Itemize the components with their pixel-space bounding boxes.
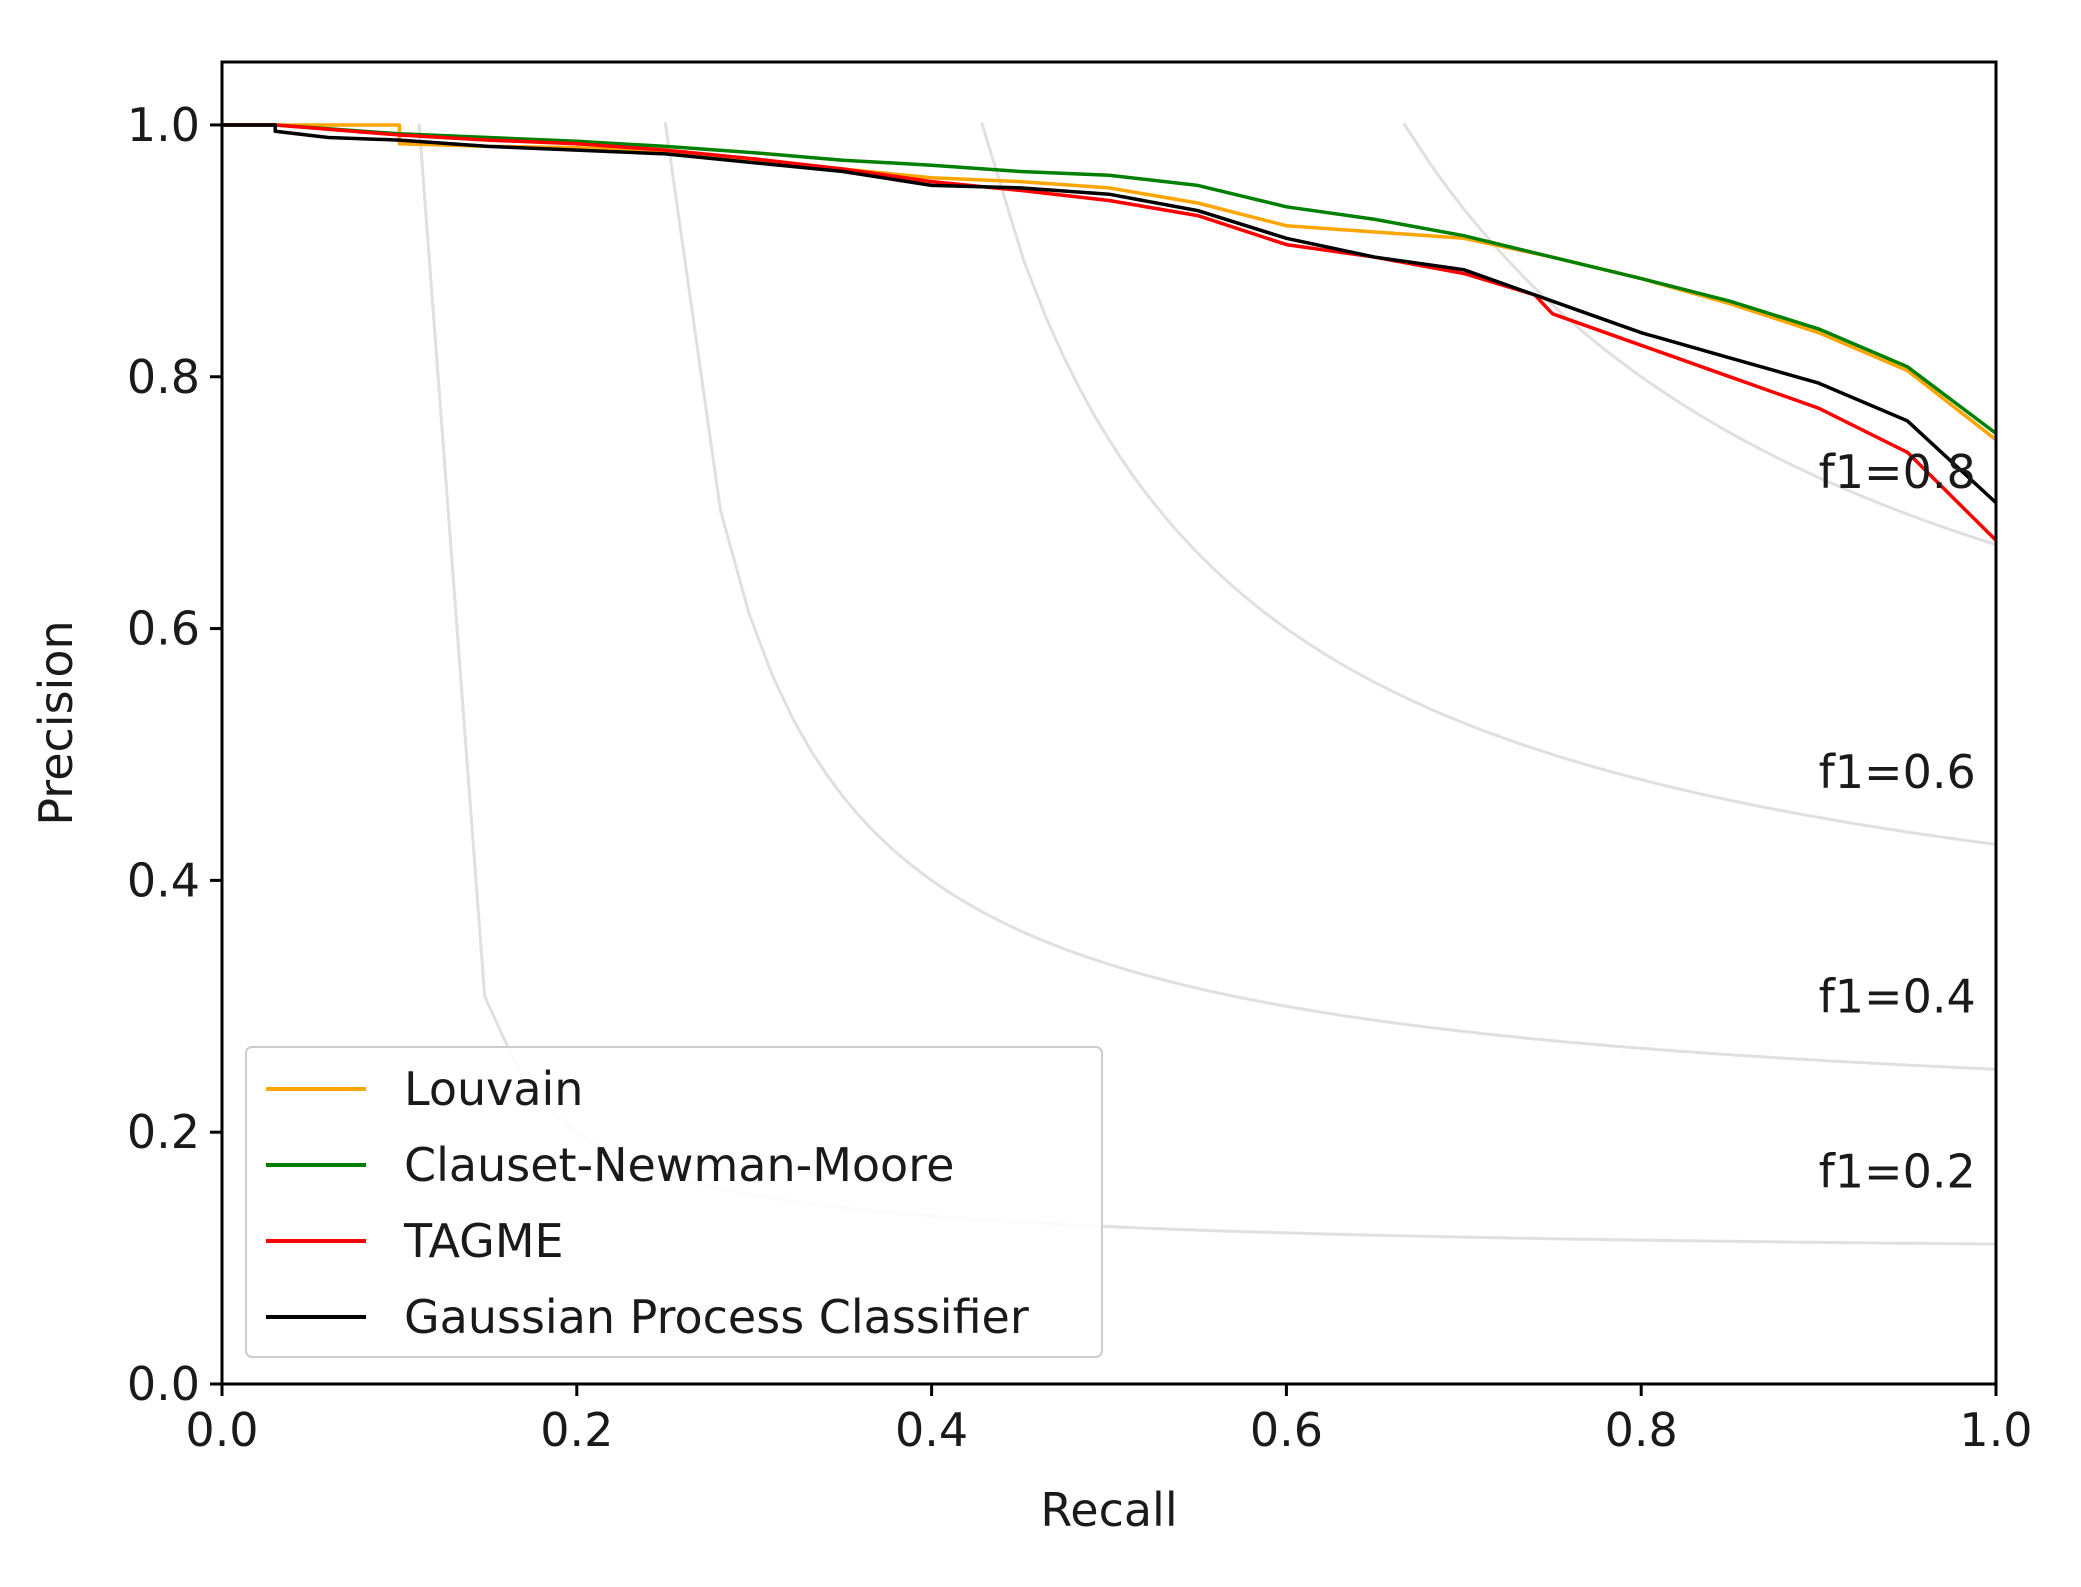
iso-f1-label: f1=0.8 [1819, 445, 1976, 499]
x-tick-label: 0.8 [1605, 1403, 1678, 1457]
iso-f1-curve [1402, 122, 1996, 547]
legend-items: Louvain Clauset-Newman-Moore TAGME Gaussian… [266, 1062, 1029, 1344]
ticks-layer: 0.0 0.2 0.4 0.6 0.8 1.0 0.0 0.2 0.4 0.6 0.8 1.0 [127, 98, 2033, 1457]
legend-item: Clauset-Newman-Moore [266, 1138, 954, 1192]
legend: Louvain Clauset-Newman-Moore TAGME Gaussian… [245, 1046, 1103, 1358]
legend-label: Clauset-Newman-Moore [404, 1138, 954, 1192]
legend-label: Louvain [404, 1062, 583, 1116]
y-tick-label: 0.6 [127, 602, 200, 656]
series-line [222, 123, 1996, 442]
y-tick-label: 0.4 [127, 853, 200, 907]
plot-frame [220, 60, 1998, 1386]
legend-item: Gaussian Process Classifier [266, 1290, 1029, 1344]
iso-f1-label: f1=0.6 [1819, 745, 1976, 799]
y-tick-label: 0.2 [127, 1105, 200, 1159]
series-layer [222, 123, 1996, 542]
iso-f1-curve [980, 122, 1996, 846]
x-axis-title: Recall [1040, 1483, 1177, 1537]
series-line [222, 123, 1996, 504]
legend-item: Louvain [266, 1062, 583, 1116]
x-tick-label: 1.0 [1959, 1403, 2032, 1457]
iso-f1-curve [663, 121, 1996, 1071]
x-tick-label: 0.6 [1250, 1403, 1323, 1457]
iso-f1-label-layer: f1=0.2 f1=0.4 f1=0.6 f1=0.8 [1819, 445, 1976, 1198]
legend-label: TAGME [403, 1214, 564, 1268]
y-tick-label: 0.0 [127, 1357, 200, 1411]
x-tick-label: 0.2 [540, 1403, 613, 1457]
legend-box [245, 1046, 1103, 1358]
legend-item: TAGME [266, 1214, 564, 1268]
legend-label: Gaussian Process Classifier [404, 1290, 1029, 1344]
iso-f1-label: f1=0.2 [1819, 1144, 1976, 1198]
series-line [222, 123, 1996, 435]
y-tick-label: 1.0 [127, 98, 200, 152]
y-tick-label: 0.8 [127, 350, 200, 404]
x-tick-label: 0.0 [185, 1403, 258, 1457]
iso-f1-label: f1=0.4 [1819, 970, 1976, 1024]
series-line [222, 123, 1996, 542]
x-tick-label: 0.4 [895, 1403, 968, 1457]
y-axis-title: Precision [29, 620, 83, 825]
